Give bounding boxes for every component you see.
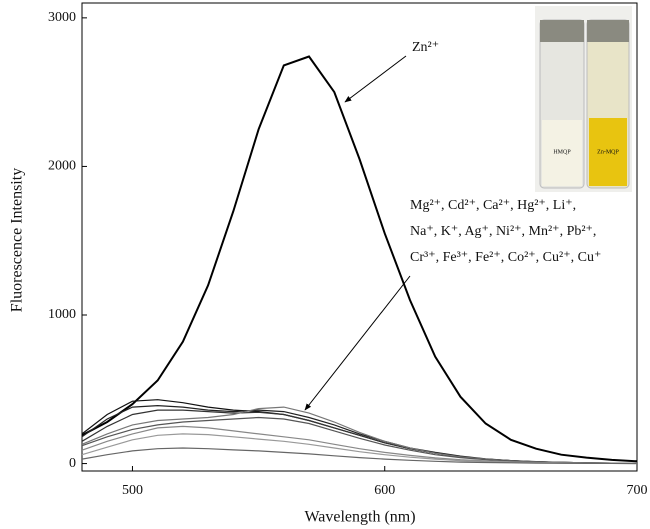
spectrum-line <box>81 409 638 464</box>
inset-photo: HMQP Zn-MQP <box>535 6 632 192</box>
y-tick-label: 2000 <box>48 159 76 174</box>
annotation: Cr³⁺, Fe³⁺, Fe²⁺, Co²⁺, Cu²⁺, Cu⁺ <box>410 250 601 265</box>
x-tick-label: 700 <box>627 483 648 498</box>
x-axis-label: Wavelength (nm) <box>304 509 415 526</box>
x-tick-label: 600 <box>374 483 395 498</box>
arrow <box>304 275 411 411</box>
spectrum-line <box>81 55 638 463</box>
arrow <box>344 55 407 103</box>
annotation: Mg²⁺, Cd²⁺, Ca²⁺, Hg²⁺, Li⁺, <box>410 198 576 213</box>
inset-label: HMQP <box>553 149 571 155</box>
y-tick-label: 1000 <box>48 307 76 322</box>
y-axis-label: Fluorescence Intensity <box>9 168 26 312</box>
annotation: Na⁺, K⁺, Ag⁺, Ni²⁺, Mn²⁺, Pb²⁺, <box>410 224 596 239</box>
spectrum-line <box>81 447 638 465</box>
inset-label: Zn-MQP <box>597 149 619 155</box>
y-tick-label: 0 <box>69 456 76 471</box>
x-tick-label: 500 <box>122 483 143 498</box>
annotation: Zn²⁺ <box>412 40 439 55</box>
plot-frame <box>81 2 638 472</box>
y-tick-label: 3000 <box>48 10 76 25</box>
spectrum-line <box>81 416 638 464</box>
